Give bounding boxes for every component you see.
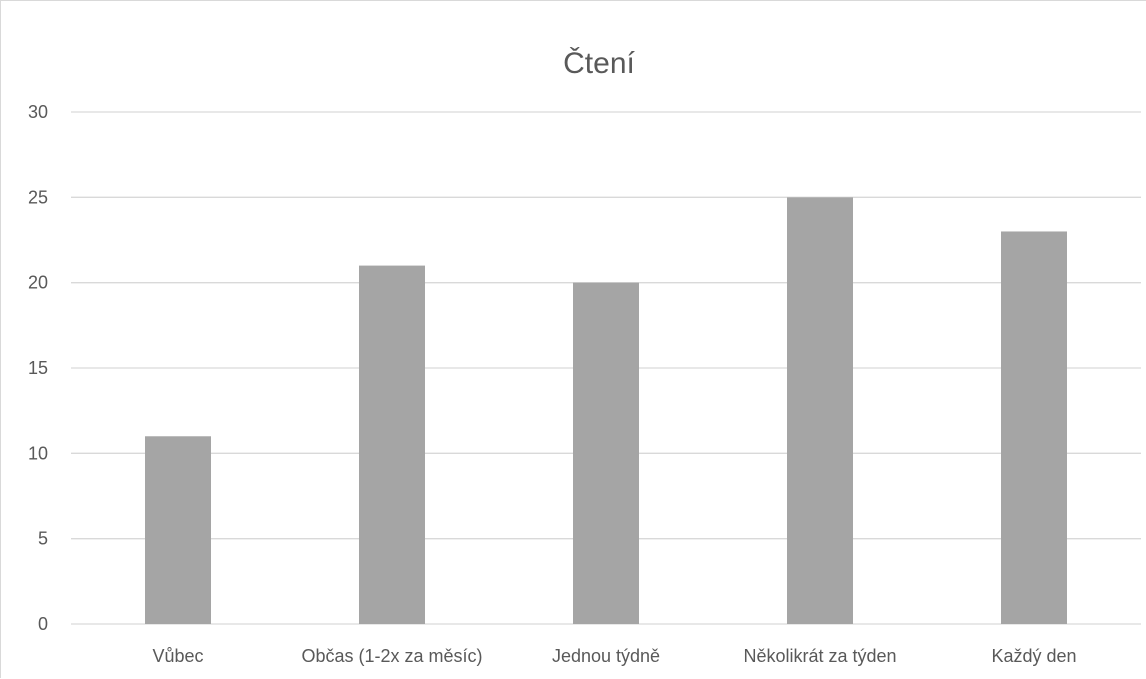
x-axis-labels: Vůbec Občas (1-2x za měsíc) Jednou týdně Ně… — [152, 646, 1076, 666]
chart-title: Čtení — [563, 46, 635, 80]
x-tick-label-1: Vůbec — [152, 646, 203, 666]
bars — [145, 197, 1067, 625]
y-axis-labels: 0 5 10 15 20 25 30 — [28, 102, 48, 634]
x-tick-label-5: Každý den — [991, 646, 1076, 666]
bar-1 — [145, 436, 211, 624]
bar-5 — [1001, 231, 1067, 624]
bar-2 — [359, 265, 425, 624]
x-tick-label-3: Jednou týdně — [552, 646, 660, 666]
bar-4 — [787, 197, 853, 625]
y-tick-label-15: 15 — [28, 358, 48, 378]
y-tick-label-0: 0 — [38, 614, 48, 634]
x-tick-label-4: Několikrát za týden — [743, 646, 896, 666]
y-tick-label-5: 5 — [38, 529, 48, 549]
y-tick-label-30: 30 — [28, 102, 48, 122]
x-tick-label-2: Občas (1-2x za měsíc) — [301, 646, 482, 666]
y-tick-label-25: 25 — [28, 187, 48, 207]
y-tick-label-20: 20 — [28, 273, 48, 293]
bar-3 — [573, 282, 639, 624]
y-tick-label-10: 10 — [28, 443, 48, 463]
